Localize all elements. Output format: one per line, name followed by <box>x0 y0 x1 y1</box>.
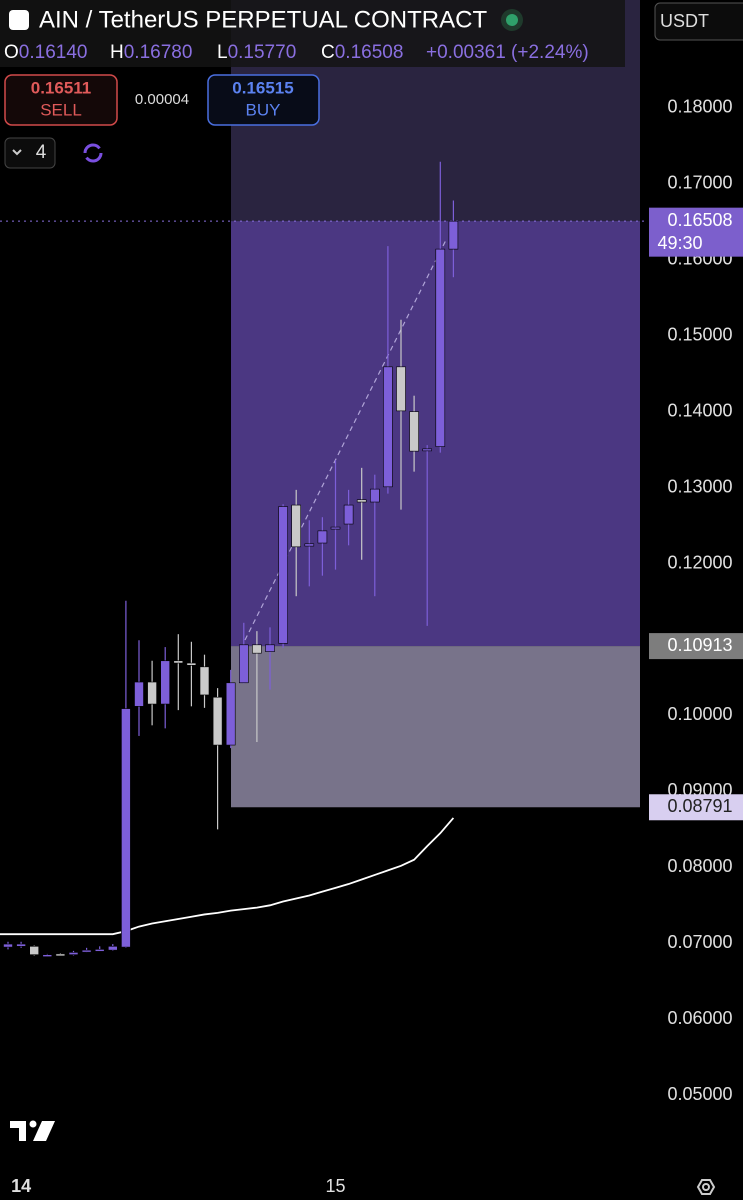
moving-average <box>0 817 455 936</box>
buy-button[interactable]: 0.16515 BUY <box>207 74 320 126</box>
ohlc-value: 0.16508 <box>335 42 404 63</box>
settings-icon[interactable] <box>696 1179 716 1195</box>
sell-button[interactable]: 0.16511 SELL <box>4 74 118 126</box>
buy-price[interactable]: 0.16515 <box>232 78 293 97</box>
ohlc-letter: L <box>217 42 228 63</box>
candle-body <box>396 366 406 412</box>
candle-body <box>304 543 315 547</box>
tv-logo <box>10 1120 55 1141</box>
price-label-box <box>649 633 743 660</box>
candle-body <box>147 681 157 705</box>
change: +0.00361 (+2.24%) <box>426 42 589 63</box>
x-tick-label: 14 <box>11 1176 31 1196</box>
currency-button[interactable]: USDT <box>654 2 743 41</box>
candle-body <box>435 248 446 447</box>
candle-body <box>369 488 380 503</box>
candle-body <box>186 662 197 666</box>
candle-body <box>239 644 249 684</box>
plot <box>0 161 459 957</box>
candle-body <box>42 954 53 957</box>
interval-button[interactable]: 4 <box>4 137 56 169</box>
price-label: 0.08791 <box>667 796 732 816</box>
x-tick-label: 15 <box>325 1176 345 1196</box>
currency[interactable]: USDT <box>660 11 709 31</box>
y-tick-label: 0.06000 <box>667 1008 732 1028</box>
price-label: 0.16508 <box>667 210 732 230</box>
refresh-icon[interactable] <box>83 143 103 163</box>
candle-body <box>383 366 393 488</box>
candle-body <box>29 946 40 955</box>
candle-body <box>81 949 92 953</box>
candle-body <box>212 696 223 746</box>
candle-body <box>55 953 66 957</box>
candle-body <box>68 952 79 955</box>
y-tick-label: 0.08000 <box>667 856 732 876</box>
y-tick-label: 0.13000 <box>667 476 732 496</box>
ohlc-value: 0.16140 <box>19 42 88 63</box>
y-tick-label: 0.17000 <box>667 173 732 193</box>
logo-part <box>33 1121 55 1141</box>
interval-box[interactable] <box>4 137 56 169</box>
candle-body <box>409 411 419 452</box>
price-label-box <box>649 794 743 821</box>
logo-part <box>10 1121 26 1141</box>
buy-label[interactable]: BUY <box>246 100 281 119</box>
interval[interactable]: 4 <box>36 142 47 163</box>
y-tick-label: 0.10000 <box>667 704 732 724</box>
candle-body <box>356 499 367 503</box>
candle-body <box>317 530 328 544</box>
candle-body <box>422 448 433 452</box>
candle-body <box>16 943 26 947</box>
symbol-icon <box>9 10 29 30</box>
settings-icon[interactable] <box>702 1183 710 1191</box>
spread: 0.00004 <box>135 91 189 108</box>
ohlc-letter: O <box>4 42 19 63</box>
status-dot <box>506 14 518 26</box>
candle-body <box>160 660 170 705</box>
logo-part <box>29 1120 37 1128</box>
chevron[interactable] <box>12 149 22 156</box>
symbol: AIN / TetherUS PERPETUAL CONTRACT <box>39 6 487 33</box>
buy-box[interactable] <box>207 74 320 126</box>
candle-body <box>330 526 341 530</box>
sell-box[interactable] <box>4 74 118 126</box>
candle-body <box>121 708 131 948</box>
y-tick-label: 0.05000 <box>667 1084 732 1104</box>
stop-zone <box>231 646 640 808</box>
price-label: 0.10913 <box>667 635 732 655</box>
candle-body <box>343 504 354 525</box>
ohlc-letter: H <box>110 42 124 63</box>
ohlc-letter: C <box>321 42 335 63</box>
candle-body <box>173 660 184 664</box>
candle-body <box>3 943 13 948</box>
countdown: 49:30 <box>657 233 702 253</box>
ohlc-value: 0.15770 <box>228 42 297 63</box>
settings-button[interactable] <box>696 1179 716 1195</box>
y-tick-label: 0.14000 <box>667 400 732 420</box>
candle-body <box>252 644 262 654</box>
candle-body <box>94 949 105 952</box>
candle-body <box>278 506 288 644</box>
ohlc-value: 0.16780 <box>124 42 193 63</box>
y-tick-label: 0.15000 <box>667 324 732 344</box>
candle-body <box>108 946 118 951</box>
sell-label[interactable]: SELL <box>40 100 82 119</box>
sell-price[interactable]: 0.16511 <box>31 78 92 97</box>
y-tick-label: 0.18000 <box>667 97 732 117</box>
candle-body <box>134 681 144 707</box>
price-label-box <box>649 207 743 257</box>
candle-body <box>448 220 459 250</box>
currency-box[interactable] <box>654 2 743 41</box>
header-bg <box>0 0 625 67</box>
y-tick-label: 0.12000 <box>667 552 732 572</box>
candle-body <box>265 644 275 652</box>
candle-body <box>225 682 236 746</box>
candle-body <box>199 666 210 696</box>
refresh-button[interactable] <box>83 143 103 163</box>
ohlc: O0.16140 H0.16780 L0.15770 C0.16508 +0.0… <box>4 42 589 63</box>
candle-body <box>291 504 302 548</box>
y-tick-label: 0.07000 <box>667 932 732 952</box>
